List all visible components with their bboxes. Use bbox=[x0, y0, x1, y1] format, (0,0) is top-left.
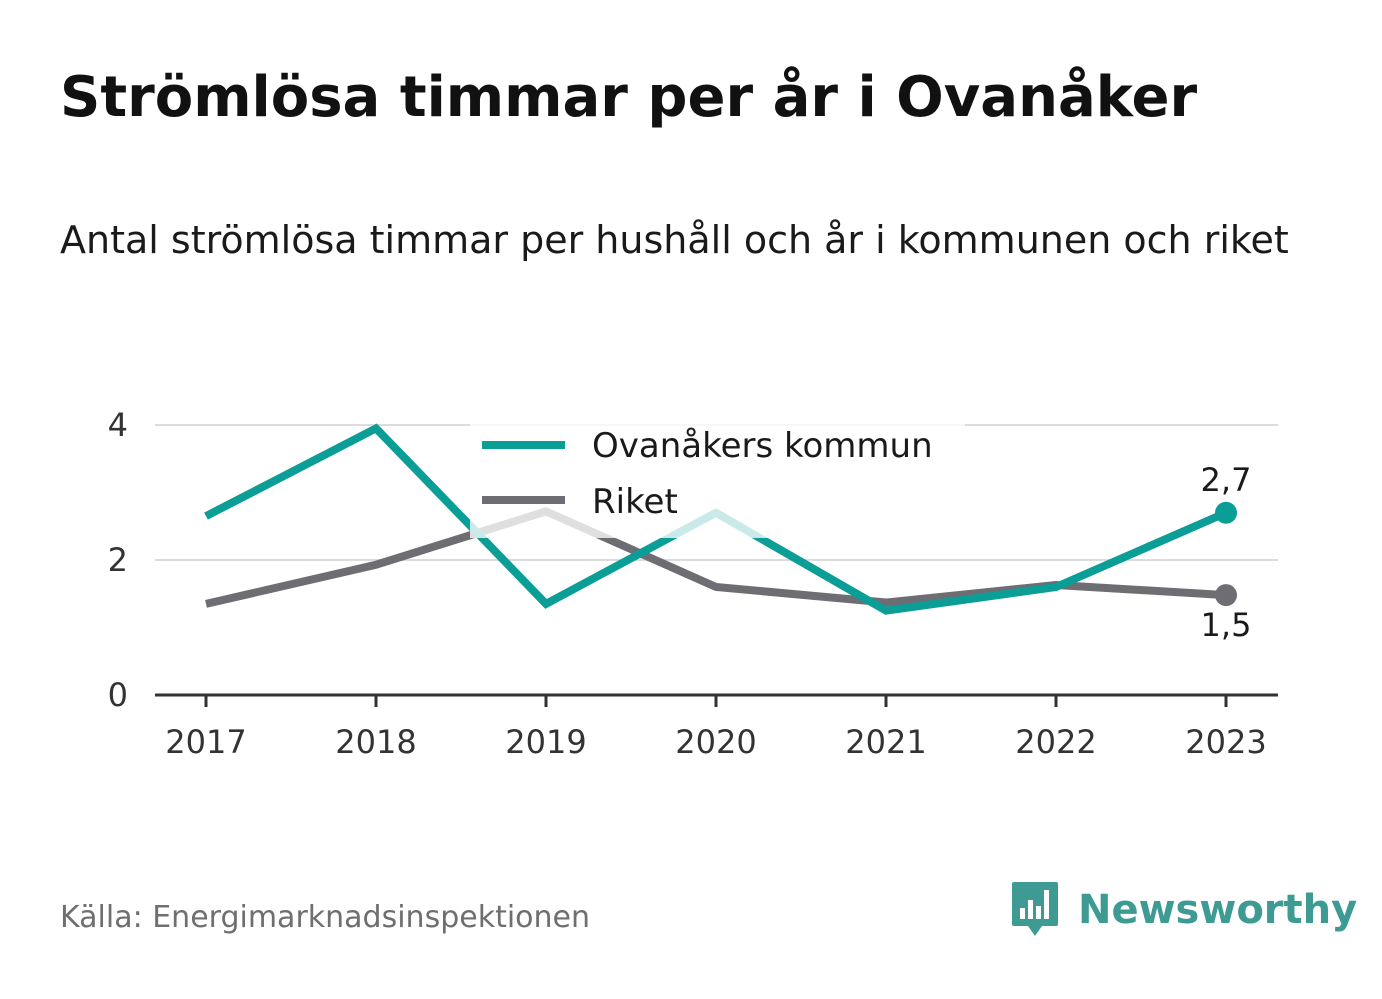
legend: Ovanåkers kommun Riket bbox=[470, 412, 965, 538]
source-note: Källa: Energimarknadsinspektionen bbox=[60, 900, 591, 935]
x-tick-label: 2019 bbox=[505, 723, 586, 761]
legend-background bbox=[470, 412, 965, 538]
brand-logo: Newsworthy bbox=[1010, 880, 1357, 940]
y-tick-label: 4 bbox=[108, 406, 128, 444]
y-tick-label: 0 bbox=[108, 676, 128, 714]
x-tick-label: 2018 bbox=[335, 723, 416, 761]
page-subtitle: Antal strömlösa timmar per hushåll och å… bbox=[60, 218, 1289, 262]
bar-chart-speech-bubble-icon bbox=[1012, 882, 1058, 936]
x-tick-label: 2017 bbox=[165, 723, 246, 761]
end-label-riket: 1,5 bbox=[1201, 606, 1252, 644]
x-tick-label: 2023 bbox=[1185, 723, 1266, 761]
end-marker-ovanaker bbox=[1215, 501, 1237, 524]
brand-name: Newsworthy bbox=[1078, 887, 1358, 933]
end-labels: 2,7 1,5 bbox=[1201, 461, 1252, 644]
y-tick-label: 2 bbox=[108, 541, 128, 579]
legend-label-ovanaker: Ovanåkers kommun bbox=[592, 426, 933, 466]
x-tick-label: 2020 bbox=[675, 723, 756, 761]
end-label-ovanaker: 2,7 bbox=[1201, 461, 1252, 499]
end-marker-riket bbox=[1215, 584, 1237, 607]
end-markers bbox=[1215, 501, 1237, 607]
page-title: Strömlösa timmar per år i Ovanåker bbox=[60, 65, 1198, 130]
y-axis-ticks: 0 2 4 bbox=[108, 406, 128, 714]
x-tick-label: 2022 bbox=[1015, 723, 1096, 761]
x-axis-ticks: 2017 2018 2019 2020 2021 2022 2023 bbox=[165, 695, 1267, 761]
x-tick-label: 2021 bbox=[845, 723, 926, 761]
legend-label-riket: Riket bbox=[592, 482, 678, 522]
